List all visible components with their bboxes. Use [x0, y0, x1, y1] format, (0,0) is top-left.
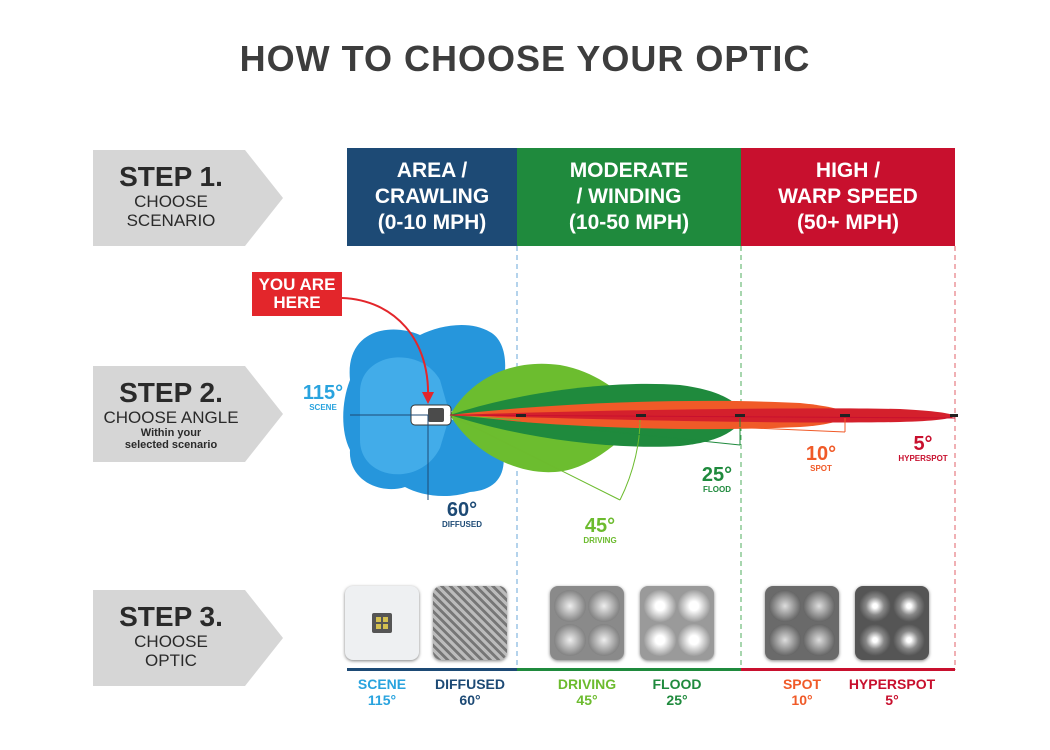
you-are-here-line1: YOU ARE — [258, 275, 336, 294]
optic-label-driving: DRIVING 45° — [532, 676, 642, 708]
diffused-optic-icon[interactable] — [433, 586, 507, 660]
angle-hyperspot-degree: 5° — [913, 433, 933, 455]
scenario-area-line2: CRAWLING — [374, 185, 490, 208]
you-are-here-arrow — [341, 297, 430, 399]
optic-label-diffused: DIFFUSED 60° — [415, 676, 525, 708]
step-3-line2: OPTIC — [145, 651, 197, 670]
optic-flood-degree: 25° — [666, 692, 688, 708]
area-optics-bar — [347, 668, 517, 671]
angle-label-spot: 10° SPOT — [796, 444, 846, 474]
step-1-title: STEP 1. — [119, 161, 223, 192]
scenario-high-line3: (50+ MPH) — [796, 211, 900, 234]
optic-hyperspot-name: HYPERSPOT — [848, 676, 936, 692]
optic-label-spot: SPOT 10° — [747, 676, 857, 708]
angle-diffused-degree: 60° — [446, 499, 478, 521]
scenario-area-crawling[interactable]: AREA / CRAWLING (0-10 MPH) — [347, 148, 517, 246]
angle-scene-degree: 115° — [302, 382, 344, 404]
scenario-area-line3: (0-10 MPH) — [377, 211, 487, 234]
angle-flood-degree: 25° — [701, 464, 733, 486]
angle-spot-name: SPOT — [810, 464, 832, 473]
optic-diffused-name: DIFFUSED — [435, 676, 505, 692]
angle-spot-degree: 10° — [805, 443, 837, 465]
step-2-title: STEP 2. — [119, 377, 223, 408]
scene-optic-icon[interactable] — [345, 586, 419, 660]
optic-label-scene: SCENE 115° — [327, 676, 437, 708]
you-are-here-arrowhead — [422, 392, 434, 404]
step-1-line2: SCENARIO — [126, 211, 216, 230]
scenario-high-warp[interactable]: HIGH / WARP SPEED (50+ MPH) — [741, 148, 955, 246]
optic-spot-degree: 10° — [791, 692, 813, 708]
angle-diffused-name: DIFFUSED — [442, 520, 482, 529]
you-are-here-line2: HERE — [273, 293, 321, 312]
optic-label-hyperspot: HYPERSPOT 5° — [837, 676, 947, 708]
optic-scene-name: SCENE — [357, 676, 407, 692]
moderate-optics-bar — [517, 668, 741, 671]
angle-label-hyperspot: 5° HYPERSPOT — [890, 434, 956, 464]
angle-driving-name: DRIVING — [583, 536, 617, 545]
step-3-line1: CHOOSE — [134, 632, 208, 651]
page-title: HOW TO CHOOSE YOUR OPTIC — [239, 38, 811, 79]
spot-optic-icon[interactable] — [765, 586, 839, 660]
angle-label-scene: 115° SCENE — [296, 383, 350, 413]
optic-label-flood: FLOOD 25° — [622, 676, 732, 708]
angle-driving-degree: 45° — [584, 515, 616, 537]
scenario-moderate-line3: (10-50 MPH) — [568, 211, 690, 234]
driving-optic-icon[interactable] — [550, 586, 624, 660]
you-are-here-badge: YOU ARE HERE — [252, 272, 342, 316]
scenario-moderate-line1: MODERATE — [569, 159, 689, 182]
step-1-line1: CHOOSE — [134, 192, 208, 211]
step-2-line3: selected scenario — [124, 439, 218, 451]
optic-scene-degree: 115° — [367, 692, 397, 708]
angle-label-diffused: 60° DIFFUSED — [432, 500, 492, 530]
hyperspot-optic-icon[interactable] — [855, 586, 929, 660]
optic-diffused-degree: 60° — [459, 692, 481, 708]
optic-flood-name: FLOOD — [652, 676, 702, 692]
optic-hyperspot-degree: 5° — [885, 692, 899, 708]
optic-spot-name: SPOT — [782, 676, 822, 692]
scenario-area-line1: AREA / — [396, 159, 468, 182]
angle-label-driving: 45° DRIVING — [570, 516, 630, 546]
flood-optic-icon[interactable] — [640, 586, 714, 660]
scenario-high-line2: WARP SPEED — [778, 185, 918, 208]
optic-driving-name: DRIVING — [557, 676, 617, 692]
high-optics-bar — [741, 668, 955, 671]
step-3-arrow: STEP 3. CHOOSE OPTIC — [93, 590, 283, 686]
scenario-high-line1: HIGH / — [815, 159, 881, 182]
step-2-line2: Within your — [140, 427, 202, 439]
scenario-moderate-line2: / WINDING — [576, 185, 682, 208]
angle-label-flood: 25° FLOOD — [690, 465, 744, 495]
step-1-arrow: STEP 1. CHOOSE SCENARIO — [93, 150, 283, 246]
step-2-arrow: STEP 2. CHOOSE ANGLE Within your selecte… — [93, 366, 283, 462]
step-3-title: STEP 3. — [119, 601, 223, 632]
hyperspot-beam — [450, 408, 955, 423]
optic-driving-degree: 45° — [576, 692, 598, 708]
car-icon — [410, 404, 452, 426]
angle-hyperspot-name: HYPERSPOT — [898, 454, 948, 463]
angle-flood-name: FLOOD — [703, 485, 731, 494]
step-2-line1: CHOOSE ANGLE — [103, 408, 239, 427]
angle-scene-name: SCENE — [309, 403, 337, 412]
scenario-moderate-winding[interactable]: MODERATE / WINDING (10-50 MPH) — [517, 148, 741, 246]
